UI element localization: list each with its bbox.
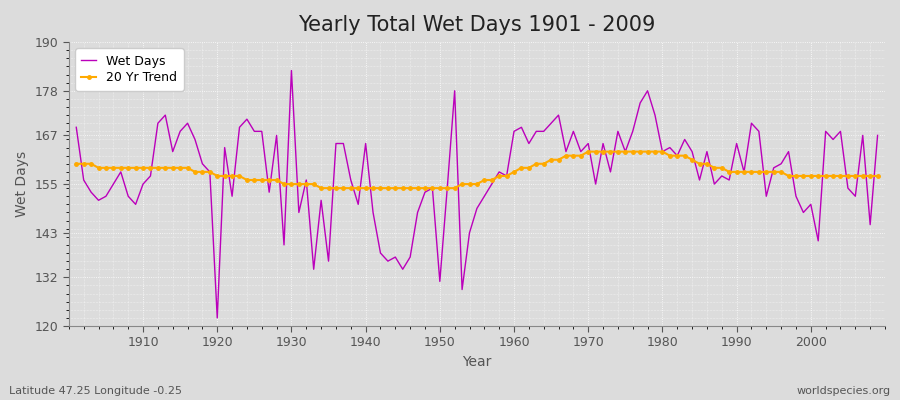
Title: Yearly Total Wet Days 1901 - 2009: Yearly Total Wet Days 1901 - 2009: [298, 15, 655, 35]
Wet Days: [516, 125, 526, 130]
Wet Days: [872, 133, 883, 138]
20 Yr Trend: [583, 149, 594, 154]
Y-axis label: Wet Days: Wet Days: [15, 151, 29, 217]
20 Yr Trend: [346, 186, 356, 190]
20 Yr Trend: [316, 186, 327, 190]
20 Yr Trend: [71, 161, 82, 166]
Wet Days: [71, 125, 82, 130]
20 Yr Trend: [613, 149, 624, 154]
20 Yr Trend: [508, 170, 519, 174]
20 Yr Trend: [516, 166, 526, 170]
Text: worldspecies.org: worldspecies.org: [796, 386, 891, 396]
Wet Days: [286, 68, 297, 73]
20 Yr Trend: [293, 182, 304, 186]
Wet Days: [353, 202, 364, 207]
20 Yr Trend: [130, 166, 141, 170]
Line: Wet Days: Wet Days: [76, 70, 878, 318]
Wet Days: [613, 129, 624, 134]
Wet Days: [524, 141, 535, 146]
20 Yr Trend: [872, 174, 883, 178]
X-axis label: Year: Year: [463, 355, 491, 369]
Line: 20 Yr Trend: 20 Yr Trend: [75, 150, 879, 190]
Legend: Wet Days, 20 Yr Trend: Wet Days, 20 Yr Trend: [75, 48, 184, 91]
Wet Days: [212, 316, 222, 320]
Wet Days: [309, 267, 320, 272]
Text: Latitude 47.25 Longitude -0.25: Latitude 47.25 Longitude -0.25: [9, 386, 182, 396]
Wet Days: [130, 202, 141, 207]
